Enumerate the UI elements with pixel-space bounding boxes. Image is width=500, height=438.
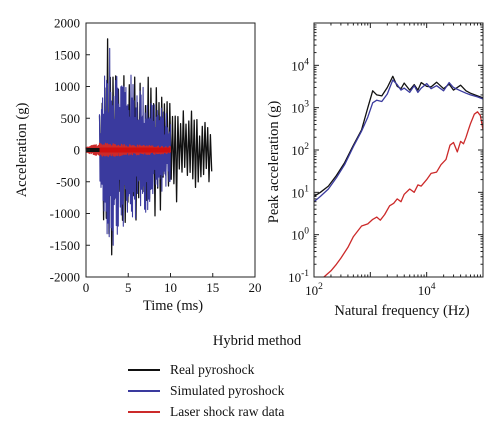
y-tick-label: 1000 bbox=[54, 79, 80, 94]
tick-label: 10-1 bbox=[288, 269, 309, 285]
time-history-xlabel: Time (ms) bbox=[143, 298, 203, 314]
tick-label: 104 bbox=[418, 282, 436, 298]
y-tick-label: 2000 bbox=[54, 16, 80, 31]
srs-ylabel: Peak acceleration (g) bbox=[266, 101, 282, 224]
x-tick-label: 5 bbox=[125, 280, 132, 295]
y-tick-label: -1500 bbox=[50, 238, 80, 253]
y-tick-label: -1000 bbox=[50, 206, 80, 221]
y-tick-label: -2000 bbox=[50, 270, 80, 285]
series-line bbox=[313, 79, 484, 203]
y-tick-label: -500 bbox=[56, 174, 80, 189]
x-tick-label: 20 bbox=[249, 280, 262, 295]
srs-plot-area bbox=[313, 75, 484, 278]
legend-label-simulated: Simulated pyroshock bbox=[170, 383, 285, 398]
tick-label: 102 bbox=[291, 142, 309, 158]
legend: Real pyroshock Simulated pyroshock Laser… bbox=[128, 362, 285, 419]
srs-xlabel: Natural frequency (Hz) bbox=[334, 303, 469, 319]
figure-caption: Hybrid method bbox=[213, 333, 302, 349]
time-history-chart: 0 5 10 15 20 -2000 -1500 -1000 -500 0 500 1000 1500 2… bbox=[14, 16, 262, 315]
x-tick-label: 10 bbox=[164, 280, 177, 295]
y-tick-label: 500 bbox=[61, 111, 81, 126]
srs-chart: 102 104 10-1 100 101 102 103 104 Natural freque… bbox=[266, 22, 484, 319]
x-tick-label: 0 bbox=[83, 280, 90, 295]
time-history-ylabel: Acceleration (g) bbox=[14, 103, 30, 198]
series-line bbox=[323, 111, 484, 278]
srs-ticks: 102 104 10-1 100 101 102 103 104 bbox=[288, 23, 484, 298]
series-line bbox=[313, 75, 484, 197]
tick-label: 101 bbox=[291, 184, 309, 200]
tick-label: 103 bbox=[291, 100, 309, 116]
time-history-plot-area bbox=[85, 38, 213, 256]
series-line bbox=[98, 47, 172, 246]
y-tick-label: 0 bbox=[74, 143, 81, 158]
legend-label-laser: Laser shock raw data bbox=[170, 404, 284, 419]
time-history-ticks: 0 5 10 15 20 -2000 -1500 -1000 -500 0 500 1000 1500 2… bbox=[50, 16, 262, 296]
tick-label: 100 bbox=[291, 227, 309, 243]
tick-label: 102 bbox=[305, 282, 323, 298]
tick-label: 104 bbox=[291, 57, 309, 73]
legend-label-real: Real pyroshock bbox=[170, 362, 255, 377]
x-tick-label: 15 bbox=[206, 280, 219, 295]
y-tick-label: 1500 bbox=[54, 47, 80, 62]
